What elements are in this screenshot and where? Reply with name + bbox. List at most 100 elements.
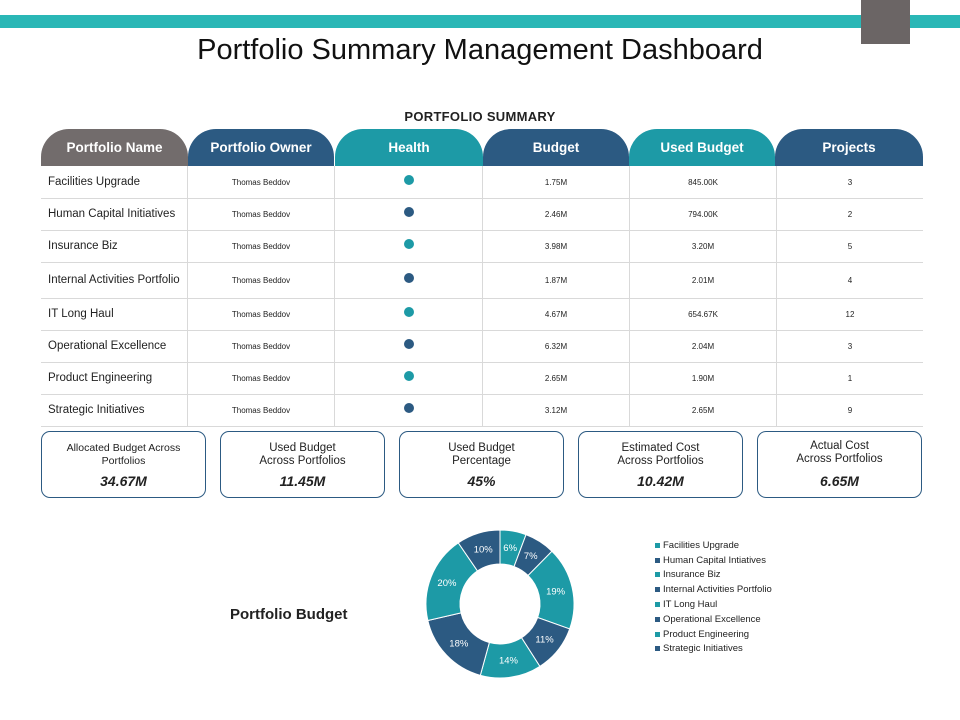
used-budget-cell: 2.01M <box>629 262 776 298</box>
slice-data-label: 14% <box>499 655 519 666</box>
cell-text: 1.87M <box>544 275 568 285</box>
used-budget-percentage-card: Used Budget Percentage 45% <box>399 431 564 498</box>
portfolio-owner-cell: Thomas Beddov <box>187 394 334 426</box>
cell-text: Thomas Beddov <box>231 373 291 383</box>
cell-text: 12 <box>845 309 855 319</box>
projects-cell: 2 <box>776 198 923 230</box>
budget-cell: 2.46M <box>482 198 629 230</box>
column-header-health: Health <box>335 129 483 166</box>
cell-text: 3 <box>847 177 853 187</box>
cell-text: 4 <box>847 275 853 285</box>
cell-text: 2 <box>847 209 853 219</box>
cell-text: 845.00K <box>688 177 718 187</box>
legend-label: Insurance Biz <box>663 569 721 581</box>
portfolio-name-cell: Facilities Upgrade <box>41 166 187 198</box>
table-row: Operational Excellence Thomas Beddov 6.32M… <box>41 330 923 363</box>
legend-item: Internal Activities Portfolio <box>655 582 772 597</box>
legend-item: Insurance Biz <box>655 568 772 583</box>
kpi-label: Actual Cost Across Portfolios <box>796 440 883 465</box>
kpi-value: 45% <box>467 473 496 489</box>
health-cell <box>334 394 482 426</box>
legend-swatch <box>655 587 660 593</box>
portfolio-owner-cell: Thomas Beddov <box>187 262 334 298</box>
legend-item: Human Capital Intiatives <box>655 553 772 568</box>
budget-cell: 1.75M <box>482 166 629 198</box>
portfolio-name-cell: Product Engineering <box>41 362 187 394</box>
cell-text: 2.65M <box>691 405 715 415</box>
cell-text: 2.01M <box>691 275 715 285</box>
cell-text: Thomas Beddov <box>231 241 291 251</box>
cell-text: 3.98M <box>544 241 568 251</box>
budget-cell: 2.65M <box>482 362 629 394</box>
projects-cell: 9 <box>776 394 923 426</box>
slice-data-label: 18% <box>449 638 469 649</box>
kpi-label: Used Budget Percentage <box>448 442 515 467</box>
portfolio-owner-cell: Thomas Beddov <box>187 330 334 362</box>
cell-text: 1 <box>847 373 853 383</box>
cell-text: 3.20M <box>691 241 715 251</box>
budget-cell: 1.87M <box>482 262 629 298</box>
portfolio-name-cell: Internal Activities Portfolio <box>41 262 187 298</box>
portfolio-owner-cell: Thomas Beddov <box>187 298 334 330</box>
cell-text: Human Capital Initiatives <box>48 208 176 220</box>
cell-text: Insurance Biz <box>48 240 118 252</box>
health-cell <box>334 262 482 298</box>
projects-cell: 12 <box>776 298 923 330</box>
table-header: Portfolio Name Portfolio Owner Health Budge… <box>41 129 923 166</box>
used-budget-cell: 794.00K <box>629 198 776 230</box>
used-budget-card: Used Budget Across Portfolios 11.45M <box>220 431 385 498</box>
cell-text: Thomas Beddov <box>231 405 291 415</box>
budget-cell: 3.98M <box>482 230 629 262</box>
cell-text: 2.46M <box>544 209 568 219</box>
slice-data-label: 10% <box>474 545 494 556</box>
table-row: IT Long Haul Thomas Beddov 4.67M 654.67K 12 <box>41 298 923 331</box>
cell-text: 4.67M <box>544 309 568 319</box>
projects-cell: 4 <box>776 262 923 298</box>
cell-text: Thomas Beddov <box>231 177 291 187</box>
cell-text: Facilities Upgrade <box>48 176 141 188</box>
health-cell <box>334 230 482 262</box>
cell-text: 2.04M <box>691 341 715 351</box>
cell-text: Internal Activities Portfolio <box>48 274 180 286</box>
kpi-value: 34.67M <box>100 473 147 489</box>
kpi-value: 10.42M <box>637 473 684 489</box>
table-row: Human Capital Initiatives Thomas Beddov 2.… <box>41 198 923 231</box>
cell-text: Thomas Beddov <box>231 209 291 219</box>
cell-text: Strategic Initiatives <box>48 404 145 416</box>
legend-label: Product Engineering <box>663 628 750 640</box>
health-status-dot <box>403 273 414 283</box>
table-row: Facilities Upgrade Thomas Beddov 1.75M 845.… <box>41 166 923 199</box>
used-budget-cell: 845.00K <box>629 166 776 198</box>
kpi-label: Allocated Budget Across Portfolios <box>66 442 181 467</box>
health-cell <box>334 330 482 362</box>
cell-text: 794.00K <box>688 209 718 219</box>
health-status-dot <box>403 371 414 381</box>
portfolio-name-cell: IT Long Haul <box>41 298 187 330</box>
portfolio-owner-cell: Thomas Beddov <box>187 198 334 230</box>
slice-data-label: 20% <box>437 578 457 589</box>
portfolio-owner-cell: Thomas Beddov <box>187 362 334 394</box>
legend-label: Operational Excellence <box>663 613 761 625</box>
column-header-used-budget: Used Budget <box>629 129 775 166</box>
projects-cell: 3 <box>776 330 923 362</box>
cell-text: 3 <box>847 341 853 351</box>
projects-cell: 1 <box>776 362 923 394</box>
legend-label: IT Long Haul <box>663 599 718 611</box>
health-status-dot <box>403 339 414 349</box>
cell-text: 9 <box>847 405 853 415</box>
cell-text: 1.75M <box>544 177 568 187</box>
kpi-value: 11.45M <box>279 473 326 489</box>
budget-cell: 3.12M <box>482 394 629 426</box>
corner-decoration <box>861 0 910 44</box>
slice-data-label: 6% <box>503 543 517 554</box>
cell-text: Product Engineering <box>48 372 153 384</box>
legend-label: Facilities Upgrade <box>663 539 740 551</box>
table-row: Product Engineering Thomas Beddov 2.65M 1.9… <box>41 362 923 395</box>
portfolio-name-cell: Operational Excellence <box>41 330 187 362</box>
projects-cell: 3 <box>776 166 923 198</box>
health-status-dot <box>403 175 414 185</box>
column-header-portfolio-owner: Portfolio Owner <box>188 129 334 166</box>
used-budget-cell: 1.90M <box>629 362 776 394</box>
page-title: Portfolio Summary Management Dashboard <box>197 34 763 66</box>
projects-cell: 5 <box>776 230 923 262</box>
